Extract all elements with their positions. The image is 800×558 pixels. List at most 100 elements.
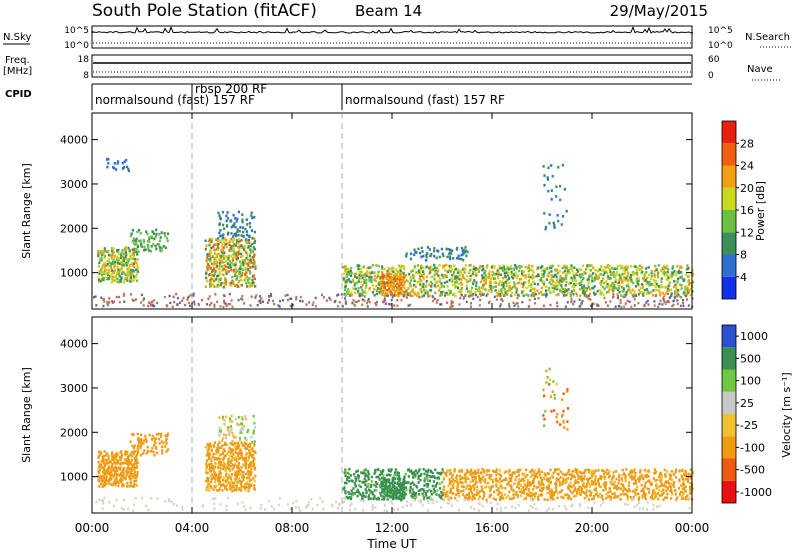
range-gate-cell — [679, 493, 682, 497]
range-gate-cell — [619, 264, 622, 268]
range-gate-cell — [106, 165, 109, 169]
range-gate-cell — [567, 485, 570, 489]
range-gate-cell — [513, 281, 516, 284]
range-gate-cell — [569, 481, 572, 485]
range-gate-cell — [505, 271, 508, 274]
range-gate-cell — [669, 273, 672, 277]
range-gate-cell — [368, 488, 371, 492]
range-gate-cell — [573, 285, 576, 289]
range-gate-cell — [161, 445, 164, 449]
ground-scatter-cell — [407, 304, 410, 307]
ground-scatter-cell — [294, 506, 297, 509]
range-gate-cell — [471, 472, 474, 475]
range-gate-cell — [415, 496, 418, 499]
range-gate-cell — [213, 470, 216, 474]
range-gate-cell — [120, 277, 123, 281]
ground-scatter-cell — [545, 295, 548, 298]
ground-scatter-cell — [646, 501, 649, 504]
ground-scatter-cell — [593, 293, 596, 296]
range-gate-cell — [636, 271, 639, 275]
range-gate-cell — [475, 272, 478, 276]
range-gate-cell — [414, 491, 417, 495]
range-gate-cell — [118, 262, 121, 265]
range-gate-cell — [112, 469, 115, 472]
range-gate-cell — [435, 481, 439, 485]
range-gate-cell — [394, 293, 397, 297]
range-gate-cell — [479, 265, 482, 268]
range-gate-cell — [230, 455, 234, 458]
range-gate-cell — [574, 488, 577, 492]
range-gate-cell — [415, 271, 418, 274]
range-gate-cell — [400, 495, 403, 499]
ground-scatter-cell — [229, 303, 232, 306]
range-gate-cell — [657, 271, 660, 275]
range-gate-cell — [614, 280, 617, 283]
range-gate-cell — [433, 278, 436, 281]
range-gate-cell — [634, 482, 637, 485]
range-gate-cell — [632, 273, 635, 277]
range-gate-cell — [223, 455, 226, 458]
range-gate-cell — [232, 466, 235, 469]
range-gate-cell — [216, 261, 219, 264]
range-gate-cell — [641, 494, 644, 497]
range-gate-cell — [562, 420, 565, 423]
ground-scatter-cell — [187, 295, 190, 298]
range-gate-cell — [401, 278, 404, 281]
colorbar-swatch — [722, 436, 736, 459]
range-gate-cell — [166, 239, 169, 243]
ground-scatter-cell — [122, 508, 125, 511]
range-gate-cell — [498, 469, 501, 472]
range-gate-cell — [205, 244, 208, 248]
range-gate-cell — [233, 250, 236, 253]
range-gate-cell — [120, 457, 123, 461]
range-gate-cell — [107, 161, 110, 165]
range-gate-cell — [124, 255, 127, 259]
range-gate-cell — [600, 265, 603, 268]
range-gate-cell — [464, 246, 467, 249]
colorbar-tick-label: 8 — [740, 249, 747, 262]
range-gate-cell — [219, 234, 222, 238]
range-gate-cell — [212, 274, 215, 278]
range-gate-cell — [154, 441, 157, 445]
range-gate-cell — [554, 282, 557, 285]
range-gate-cell — [223, 422, 226, 426]
range-gate-cell — [488, 494, 491, 497]
range-gate-cell — [606, 495, 610, 499]
range-gate-cell — [427, 482, 430, 486]
range-gate-cell — [495, 272, 498, 276]
range-gate-cell — [509, 264, 512, 268]
ground-scatter-cell — [210, 302, 213, 305]
range-gate-cell — [588, 264, 591, 267]
range-gate-cell — [621, 265, 624, 268]
range-gate-cell — [115, 168, 118, 171]
range-gate-cell — [243, 249, 246, 253]
range-gate-cell — [394, 473, 397, 477]
range-gate-cell — [482, 293, 485, 296]
ground-scatter-cell — [516, 302, 519, 305]
range-gate-cell — [363, 481, 366, 484]
colorbar-tick-label: 25 — [740, 397, 754, 410]
range-gate-cell — [507, 480, 510, 484]
range-gate-cell — [251, 236, 254, 240]
range-gate-cell — [455, 480, 458, 483]
range-gate-cell — [217, 246, 220, 249]
range-gate-cell — [253, 247, 257, 251]
range-gate-cell — [648, 491, 651, 494]
ground-scatter-cell — [628, 300, 631, 303]
range-gate-cell — [418, 251, 421, 255]
range-gate-cell — [235, 283, 238, 287]
range-gate-cell — [221, 261, 224, 264]
range-gate-cell — [100, 270, 104, 274]
range-gate-cell — [105, 482, 108, 486]
ground-scatter-cell — [354, 507, 357, 511]
range-gate-cell — [400, 487, 404, 490]
range-gate-cell — [117, 270, 120, 273]
range-gate-cell — [690, 474, 693, 477]
range-gate-cell — [245, 282, 248, 285]
range-gate-cell — [457, 271, 460, 274]
range-gate-cell — [660, 474, 663, 478]
range-gate-cell — [109, 460, 113, 463]
range-gate-cell — [249, 282, 252, 286]
range-gate-cell — [207, 455, 211, 459]
range-gate-cell — [540, 286, 543, 290]
